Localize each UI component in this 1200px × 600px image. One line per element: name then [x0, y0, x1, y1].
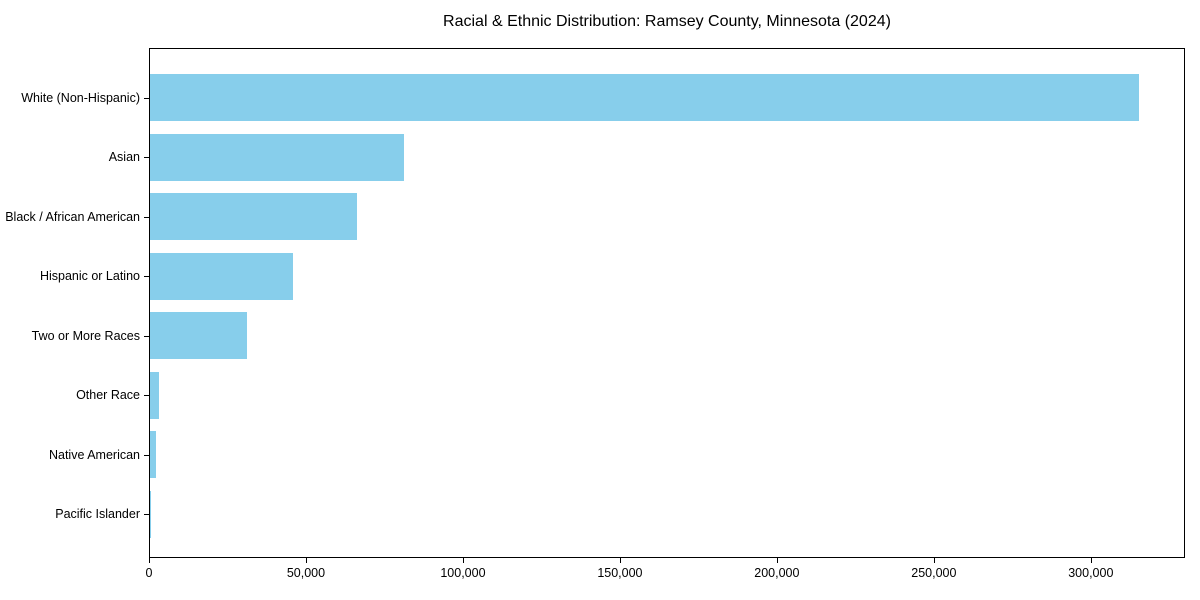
chart-title: Racial & Ethnic Distribution: Ramsey Cou… — [443, 13, 891, 30]
x-tick-label: 50,000 — [286, 566, 326, 580]
x-tick-label: 300,000 — [1068, 566, 1114, 580]
bar-row — [149, 425, 1185, 485]
y-tick-mark — [144, 336, 149, 337]
y-tick-label: Two or More Races — [31, 328, 140, 343]
x-tick-mark — [1091, 558, 1092, 563]
bar-row — [149, 187, 1185, 247]
plot-area — [149, 48, 1185, 558]
bar — [150, 312, 248, 360]
x-tick-mark — [463, 558, 464, 563]
y-tick-label: Native American — [48, 447, 140, 462]
x-tick-mark — [306, 558, 307, 563]
y-tick-mark — [144, 276, 149, 277]
bar — [150, 193, 358, 241]
x-tick-label: 200,000 — [754, 566, 800, 580]
y-tick-label: Pacific Islander — [55, 507, 140, 522]
y-tick-label: Black / African American — [5, 209, 140, 224]
bar-series — [149, 48, 1185, 558]
y-tick-label: Other Race — [76, 388, 140, 403]
bar-row — [149, 247, 1185, 307]
bar-row — [149, 485, 1185, 545]
bar — [150, 431, 157, 479]
y-tick-mark — [144, 395, 149, 396]
bar — [150, 74, 1139, 122]
y-tick-label: Hispanic or Latino — [39, 269, 140, 284]
x-tick-label: 100,000 — [440, 566, 486, 580]
y-tick-mark — [144, 514, 149, 515]
bar — [150, 133, 405, 181]
x-tick-label: 150,000 — [597, 566, 643, 580]
x-tick-mark — [620, 558, 621, 563]
x-tick-mark — [149, 558, 150, 563]
bar-row — [149, 128, 1185, 188]
y-tick-mark — [144, 157, 149, 158]
bar — [150, 490, 151, 538]
bar — [150, 252, 293, 300]
y-tick-label: Asian — [108, 150, 140, 165]
bar-row — [149, 366, 1185, 426]
x-tick-mark — [934, 558, 935, 563]
bar-row — [149, 306, 1185, 366]
x-tick-mark — [777, 558, 778, 563]
x-tick-label: 250,000 — [911, 566, 957, 580]
x-tick-label: 0 — [145, 566, 153, 580]
bar — [150, 371, 159, 419]
y-tick-mark — [144, 217, 149, 218]
y-tick-label: White (Non-Hispanic) — [21, 90, 140, 105]
bar-row — [149, 68, 1185, 128]
y-tick-mark — [144, 98, 149, 99]
y-tick-mark — [144, 455, 149, 456]
